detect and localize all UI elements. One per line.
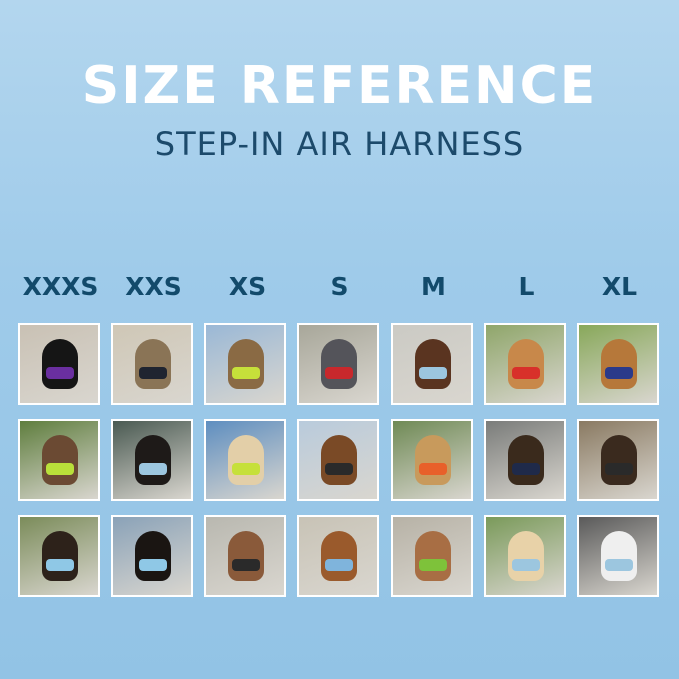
- size-label-s: S: [330, 272, 349, 301]
- pet-figure: [508, 531, 544, 581]
- pet-photo: [484, 323, 566, 405]
- pet-photo: [204, 515, 286, 597]
- harness-swatch: [512, 559, 540, 571]
- pet-photo: [18, 419, 100, 501]
- pet-photo: [297, 323, 379, 405]
- size-label-xl: XL: [601, 272, 638, 301]
- pet-figure: [228, 435, 264, 485]
- pet-photo: [484, 419, 566, 501]
- pet-figure: [415, 531, 451, 581]
- pet-photo: [577, 515, 659, 597]
- size-label-xs: XS: [228, 272, 267, 301]
- pet-photo: [484, 515, 566, 597]
- harness-swatch: [232, 559, 260, 571]
- page-subtitle: STEP-IN AIR HARNESS: [154, 125, 525, 163]
- pet-figure: [135, 435, 171, 485]
- pet-photo: [577, 323, 659, 405]
- pet-photo: [18, 323, 100, 405]
- pet-figure: [321, 531, 357, 581]
- harness-swatch: [232, 463, 260, 475]
- pet-photo: [204, 323, 286, 405]
- pet-figure: [508, 435, 544, 485]
- harness-swatch: [232, 367, 260, 379]
- pet-photo: [297, 515, 379, 597]
- harness-swatch: [325, 463, 353, 475]
- harness-swatch: [139, 367, 167, 379]
- harness-swatch: [512, 463, 540, 475]
- pet-figure: [42, 531, 78, 581]
- pet-figure: [601, 435, 637, 485]
- harness-swatch: [419, 367, 447, 379]
- pet-photo: [18, 515, 100, 597]
- harness-swatch: [325, 367, 353, 379]
- harness-swatch: [139, 559, 167, 571]
- page-title: SIZE REFERENCE: [81, 56, 598, 116]
- pet-photo: [111, 323, 193, 405]
- harness-swatch: [605, 463, 633, 475]
- size-label-xxxs: XXXS: [22, 272, 99, 301]
- pet-figure: [415, 435, 451, 485]
- pet-photo: [204, 419, 286, 501]
- pet-figure: [135, 339, 171, 389]
- size-label-m: M: [421, 272, 446, 301]
- pet-photo: [297, 419, 379, 501]
- pet-figure: [42, 435, 78, 485]
- pet-photo: [391, 323, 473, 405]
- size-label-xxs: XXS: [125, 272, 182, 301]
- pet-photo: [111, 515, 193, 597]
- pet-figure: [415, 339, 451, 389]
- harness-swatch: [419, 463, 447, 475]
- pet-figure: [135, 531, 171, 581]
- pet-photo: [577, 419, 659, 501]
- pet-figure: [42, 339, 78, 389]
- harness-swatch: [46, 559, 74, 571]
- pet-figure: [321, 339, 357, 389]
- harness-swatch: [419, 559, 447, 571]
- pet-figure: [601, 339, 637, 389]
- harness-swatch: [605, 367, 633, 379]
- harness-swatch: [46, 463, 74, 475]
- pet-figure: [228, 339, 264, 389]
- pet-photo: [391, 515, 473, 597]
- size-label-l: L: [518, 272, 535, 301]
- harness-swatch: [512, 367, 540, 379]
- harness-swatch: [325, 559, 353, 571]
- pet-photo: [391, 419, 473, 501]
- harness-swatch: [605, 559, 633, 571]
- harness-swatch: [139, 463, 167, 475]
- pet-figure: [228, 531, 264, 581]
- harness-swatch: [46, 367, 74, 379]
- pet-figure: [601, 531, 637, 581]
- pet-photo: [111, 419, 193, 501]
- pet-figure: [321, 435, 357, 485]
- pet-figure: [508, 339, 544, 389]
